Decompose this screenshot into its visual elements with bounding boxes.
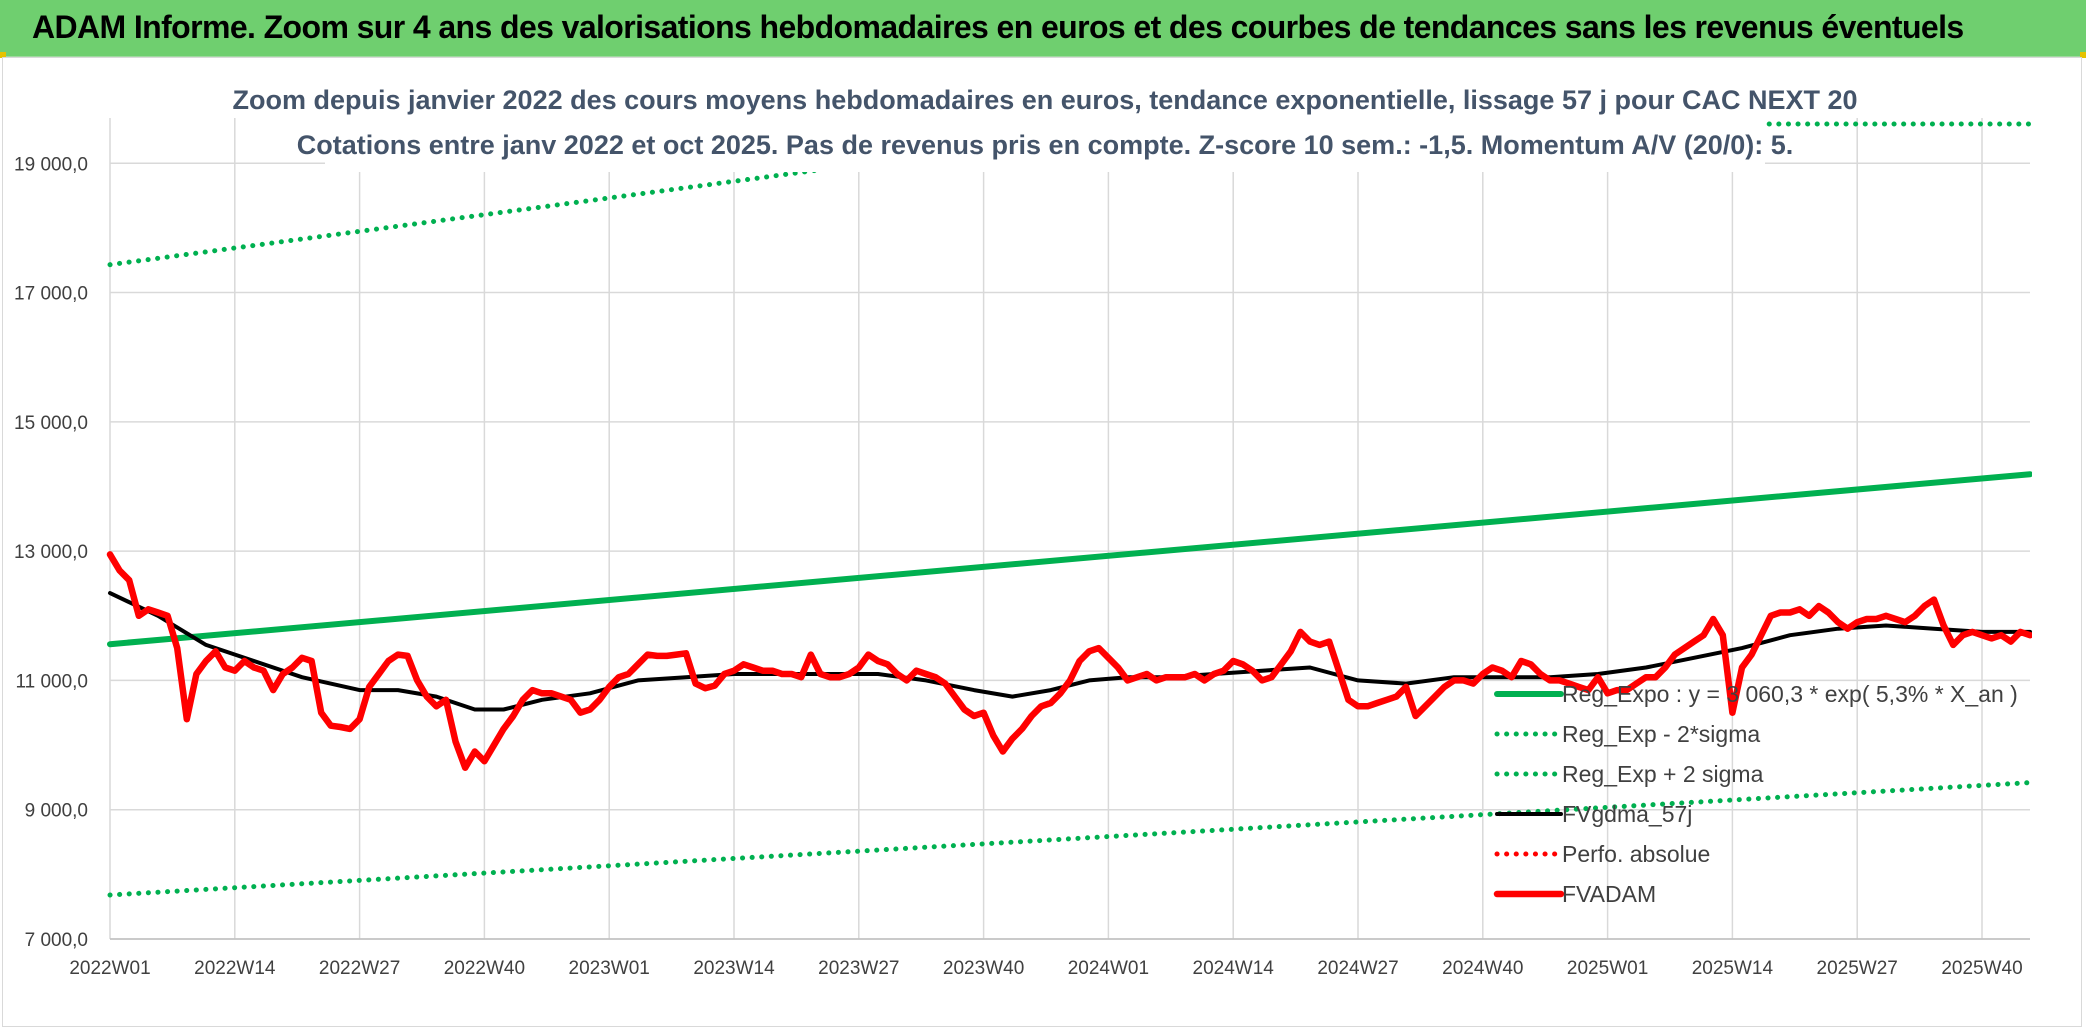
legend-label: Reg_Exp - 2*sigma	[1562, 721, 1760, 747]
series-line	[107, 471, 2032, 648]
x-tick-label: 2023W40	[943, 958, 1024, 979]
chart-title: Zoom depuis janvier 2022 des cours moyen…	[232, 85, 1857, 115]
y-tick-label: 15 000,0	[14, 413, 88, 434]
x-tick-label: 2023W01	[569, 958, 650, 979]
x-tick-label: 2022W14	[194, 958, 276, 979]
chart-subtitle: Cotations entre janv 2022 et oct 2025. P…	[297, 130, 1794, 160]
x-tick-label: 2022W27	[319, 958, 400, 979]
legend-label: Perfo. absolue	[1562, 841, 1710, 867]
x-axis: 2022W01 2022W14 2022W27 2022W40 2023W01 2023W…	[69, 938, 2030, 979]
x-tick-label: 2024W27	[1317, 958, 1398, 979]
y-tick-label: 19 000,0	[14, 154, 88, 175]
chart-frame	[2, 57, 2082, 1027]
y-tick-label: 13 000,0	[14, 542, 88, 563]
series-line	[108, 591, 2032, 712]
x-tick-label: 2025W27	[1817, 958, 1898, 979]
grid	[109, 118, 2033, 940]
x-tick-label: 2024W40	[1442, 958, 1523, 979]
banner-corner-left	[0, 52, 6, 58]
legend-label: FVADAM	[1562, 881, 1656, 907]
x-tick-label: 2025W14	[1692, 958, 1774, 979]
y-tick-label: 7 000,0	[25, 930, 88, 951]
x-tick-label: 2023W14	[693, 958, 775, 979]
y-axis: 7 000,0 9 000,0 11 000,0 13 000,0 15 000,0 17…	[14, 154, 88, 951]
x-tick-label: 2022W01	[69, 958, 150, 979]
legend-label: FVgdma_57j	[1562, 801, 1692, 827]
x-tick-label: 2025W40	[1941, 958, 2022, 979]
y-tick-label: 17 000,0	[14, 284, 88, 305]
report-title: ADAM Informe. Zoom sur 4 ans des valoris…	[32, 9, 1964, 45]
title-background	[325, 76, 1765, 172]
x-tick-label: 2024W01	[1068, 958, 1149, 979]
banner-corner-right	[2080, 52, 2086, 58]
legend-label: Reg_Expo : y = 3 060,3 * exp( 5,3% * X_a…	[1562, 681, 2018, 707]
legend: Reg_Expo : y = 3 060,3 * exp( 5,3% * X_a…	[1493, 681, 2018, 907]
y-tick-label: 9 000,0	[25, 801, 88, 822]
series-line	[106, 551, 2032, 771]
x-tick-label: 2023W27	[818, 958, 899, 979]
x-tick-label: 2022W40	[444, 958, 525, 979]
x-tick-label: 2025W01	[1567, 958, 1648, 979]
x-tick-label: 2024W14	[1193, 958, 1275, 979]
legend-label: Reg_Exp + 2 sigma	[1562, 761, 1764, 787]
report-banner: ADAM Informe. Zoom sur 4 ans des valoris…	[0, 0, 2086, 58]
series-line	[107, 780, 2032, 898]
y-tick-label: 11 000,0	[15, 671, 88, 692]
